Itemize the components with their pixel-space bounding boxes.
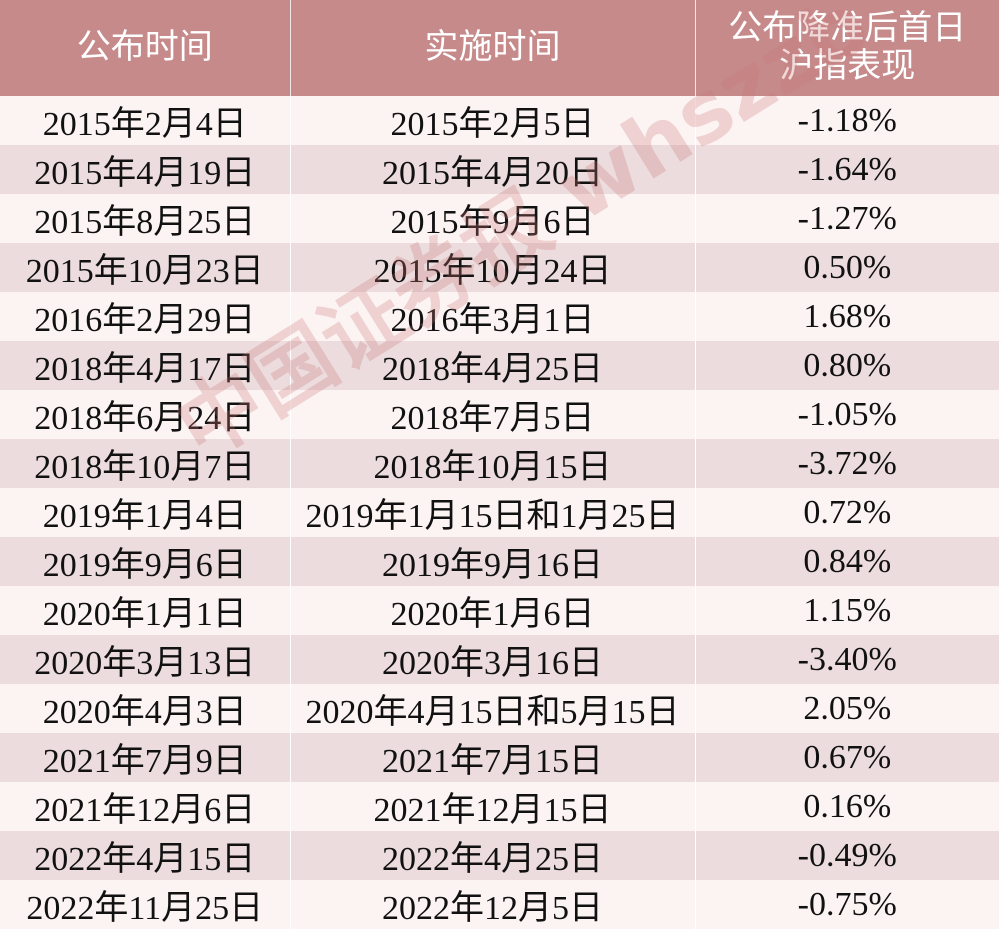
- index-performance-cell: -0.49%: [694, 831, 999, 880]
- index-performance-cell: -0.75%: [694, 880, 999, 929]
- announce-date-cell: 2015年4月19日: [0, 145, 290, 194]
- effective-date-cell: 2019年9月16日: [289, 537, 695, 586]
- table-row: 2020年1月1日 2020年1月6日 1.15%: [0, 586, 999, 635]
- header-effective-date: 实施时间: [289, 0, 695, 96]
- table-row: 2020年3月13日 2020年3月16日 -3.40%: [0, 635, 999, 684]
- index-performance-cell: 0.72%: [694, 488, 999, 537]
- announce-date-cell: 2018年4月17日: [0, 341, 290, 390]
- announce-date-cell: 2020年4月3日: [0, 684, 290, 733]
- announce-date-cell: 2019年1月4日: [0, 488, 290, 537]
- announce-date-cell: 2018年10月7日: [0, 439, 290, 488]
- table-row: 2015年10月23日 2015年10月24日 0.50%: [0, 243, 999, 292]
- index-performance-cell: -3.40%: [694, 635, 999, 684]
- table-row: 2015年8月25日 2015年9月6日 -1.27%: [0, 194, 999, 243]
- announce-date-cell: 2021年7月9日: [0, 733, 290, 782]
- effective-date-cell: 2021年7月15日: [289, 733, 695, 782]
- table-row: 2018年6月24日 2018年7月5日 -1.05%: [0, 390, 999, 439]
- effective-date-cell: 2015年10月24日: [289, 243, 695, 292]
- index-performance-cell: -1.18%: [694, 96, 999, 145]
- header-index-performance-text: 公布降准后首日沪指表现: [728, 10, 967, 85]
- announce-date-cell: 2020年3月13日: [0, 635, 290, 684]
- table-row: 2015年2月4日 2015年2月5日 -1.18%: [0, 96, 999, 145]
- index-performance-cell: 0.67%: [694, 733, 999, 782]
- index-performance-cell: 1.68%: [694, 292, 999, 341]
- header-announce-date: 公布时间: [0, 0, 290, 96]
- announce-date-cell: 2019年9月6日: [0, 537, 290, 586]
- index-performance-cell: -3.72%: [694, 439, 999, 488]
- effective-date-cell: 2020年3月16日: [289, 635, 695, 684]
- index-performance-cell: 0.80%: [694, 341, 999, 390]
- index-performance-cell: 1.15%: [694, 586, 999, 635]
- index-performance-cell: 0.84%: [694, 537, 999, 586]
- announce-date-cell: 2020年1月1日: [0, 586, 290, 635]
- header-row: 公布时间 实施时间 公布降准后首日沪指表现: [0, 0, 999, 96]
- index-performance-cell: 2.05%: [694, 684, 999, 733]
- effective-date-cell: 2022年12月5日: [289, 880, 695, 929]
- table-row: 2018年4月17日 2018年4月25日 0.80%: [0, 341, 999, 390]
- effective-date-cell: 2015年2月5日: [289, 96, 695, 145]
- effective-date-cell: 2019年1月15日和1月25日: [289, 488, 695, 537]
- index-performance-cell: -1.05%: [694, 390, 999, 439]
- effective-date-cell: 2018年4月25日: [289, 341, 695, 390]
- table-row: 2015年4月19日 2015年4月20日 -1.64%: [0, 145, 999, 194]
- table-row: 2018年10月7日 2018年10月15日 -3.72%: [0, 439, 999, 488]
- announce-date-cell: 2022年11月25日: [0, 880, 290, 929]
- announce-date-cell: 2022年4月15日: [0, 831, 290, 880]
- header-index-performance: 公布降准后首日沪指表现: [694, 0, 999, 96]
- announce-date-cell: 2015年10月23日: [0, 243, 290, 292]
- index-performance-cell: 0.16%: [694, 782, 999, 831]
- table-row: 2019年9月6日 2019年9月16日 0.84%: [0, 537, 999, 586]
- index-performance-cell: -1.27%: [694, 194, 999, 243]
- effective-date-cell: 2015年4月20日: [289, 145, 695, 194]
- announce-date-cell: 2021年12月6日: [0, 782, 290, 831]
- table-row: 2021年7月9日 2021年7月15日 0.67%: [0, 733, 999, 782]
- announce-date-cell: 2015年2月4日: [0, 96, 290, 145]
- effective-date-cell: 2020年1月6日: [289, 586, 695, 635]
- effective-date-cell: 2018年7月5日: [289, 390, 695, 439]
- effective-date-cell: 2022年4月25日: [289, 831, 695, 880]
- index-performance-cell: 0.50%: [694, 243, 999, 292]
- effective-date-cell: 2018年10月15日: [289, 439, 695, 488]
- effective-date-cell: 2020年4月15日和5月15日: [289, 684, 695, 733]
- effective-date-cell: 2016年3月1日: [289, 292, 695, 341]
- table-row: 2020年4月3日 2020年4月15日和5月15日 2.05%: [0, 684, 999, 733]
- effective-date-cell: 2021年12月15日: [289, 782, 695, 831]
- table-row: 2019年1月4日 2019年1月15日和1月25日 0.72%: [0, 488, 999, 537]
- table-row: 2016年2月29日 2016年3月1日 1.68%: [0, 292, 999, 341]
- table-row: 2021年12月6日 2021年12月15日 0.16%: [0, 782, 999, 831]
- table-row: 2022年4月15日 2022年4月25日 -0.49%: [0, 831, 999, 880]
- effective-date-cell: 2015年9月6日: [289, 194, 695, 243]
- announce-date-cell: 2018年6月24日: [0, 390, 290, 439]
- announce-date-cell: 2016年2月29日: [0, 292, 290, 341]
- table-row: 2022年11月25日 2022年12月5日 -0.75%: [0, 880, 999, 929]
- announce-date-cell: 2015年8月25日: [0, 194, 290, 243]
- index-performance-cell: -1.64%: [694, 145, 999, 194]
